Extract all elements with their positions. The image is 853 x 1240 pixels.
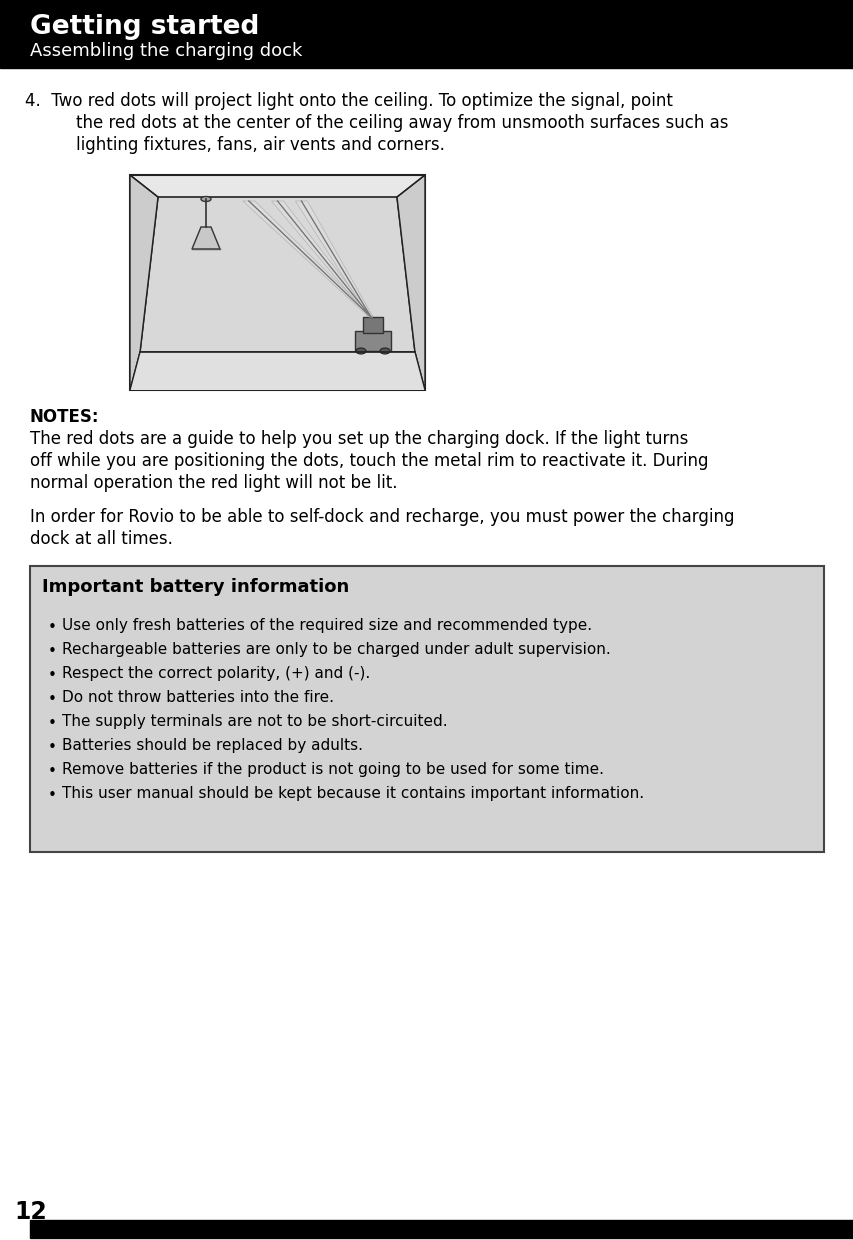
Bar [363,317,382,334]
Text: Assembling the charging dock: Assembling the charging dock [30,42,302,60]
Text: Batteries should be replaced by adults.: Batteries should be replaced by adults. [62,738,363,753]
Text: Use only fresh batteries of the required size and recommended type.: Use only fresh batteries of the required… [62,618,591,632]
Polygon shape [140,197,415,352]
Polygon shape [242,201,373,317]
Text: Rechargeable batteries are only to be charged under adult supervision.: Rechargeable batteries are only to be ch… [62,642,610,657]
Text: The supply terminals are not to be short-circuited.: The supply terminals are not to be short… [62,714,447,729]
Text: 12: 12 [14,1200,47,1224]
Text: dock at all times.: dock at all times. [30,529,172,548]
Bar [0,0,853,68]
Text: •: • [48,668,57,683]
Text: lighting fixtures, fans, air vents and corners.: lighting fixtures, fans, air vents and c… [55,136,444,154]
Polygon shape [130,175,158,391]
Bar [130,175,425,391]
Text: NOTES:: NOTES: [30,408,100,427]
Polygon shape [397,175,425,391]
Text: •: • [48,715,57,732]
Polygon shape [295,201,373,317]
Text: •: • [48,644,57,658]
Text: •: • [48,692,57,707]
Text: The red dots are a guide to help you set up the charging dock. If the light turn: The red dots are a guide to help you set… [30,430,688,448]
Bar [30,1220,853,1238]
Text: 4.  Two red dots will project light onto the ceiling. To optimize the signal, po: 4. Two red dots will project light onto … [25,92,672,110]
Text: the red dots at the center of the ceiling away from unsmooth surfaces such as: the red dots at the center of the ceilin… [55,114,728,131]
Text: Respect the correct polarity, (+) and (-).: Respect the correct polarity, (+) and (-… [62,666,370,681]
Text: In order for Rovio to be able to self-dock and recharge, you must power the char: In order for Rovio to be able to self-do… [30,508,734,526]
Text: This user manual should be kept because it contains important information.: This user manual should be kept because … [62,786,643,801]
Polygon shape [192,227,220,249]
Text: Important battery information: Important battery information [42,578,349,596]
Ellipse shape [380,348,390,353]
Text: •: • [48,740,57,755]
Bar [355,331,391,351]
Text: •: • [48,787,57,804]
Text: off while you are positioning the dots, touch the metal rim to reactivate it. Du: off while you are positioning the dots, … [30,453,708,470]
Text: •: • [48,620,57,635]
Text: •: • [48,764,57,779]
Text: Getting started: Getting started [30,14,259,40]
Ellipse shape [356,348,366,353]
Polygon shape [271,201,373,317]
FancyBboxPatch shape [30,565,823,852]
Text: Remove batteries if the product is not going to be used for some time.: Remove batteries if the product is not g… [62,763,603,777]
Ellipse shape [200,196,211,201]
Text: Do not throw batteries into the fire.: Do not throw batteries into the fire. [62,689,334,706]
Polygon shape [130,352,425,391]
Text: normal operation the red light will not be lit.: normal operation the red light will not … [30,474,397,492]
